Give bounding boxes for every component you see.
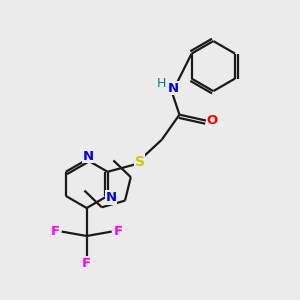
Text: H: H — [157, 77, 167, 90]
Text: F: F — [82, 257, 91, 270]
Text: S: S — [135, 155, 145, 169]
Text: N: N — [168, 82, 179, 95]
Text: O: O — [207, 114, 218, 127]
Text: N: N — [106, 191, 117, 204]
Text: F: F — [114, 225, 123, 238]
Text: F: F — [51, 225, 60, 238]
Text: N: N — [82, 150, 94, 163]
